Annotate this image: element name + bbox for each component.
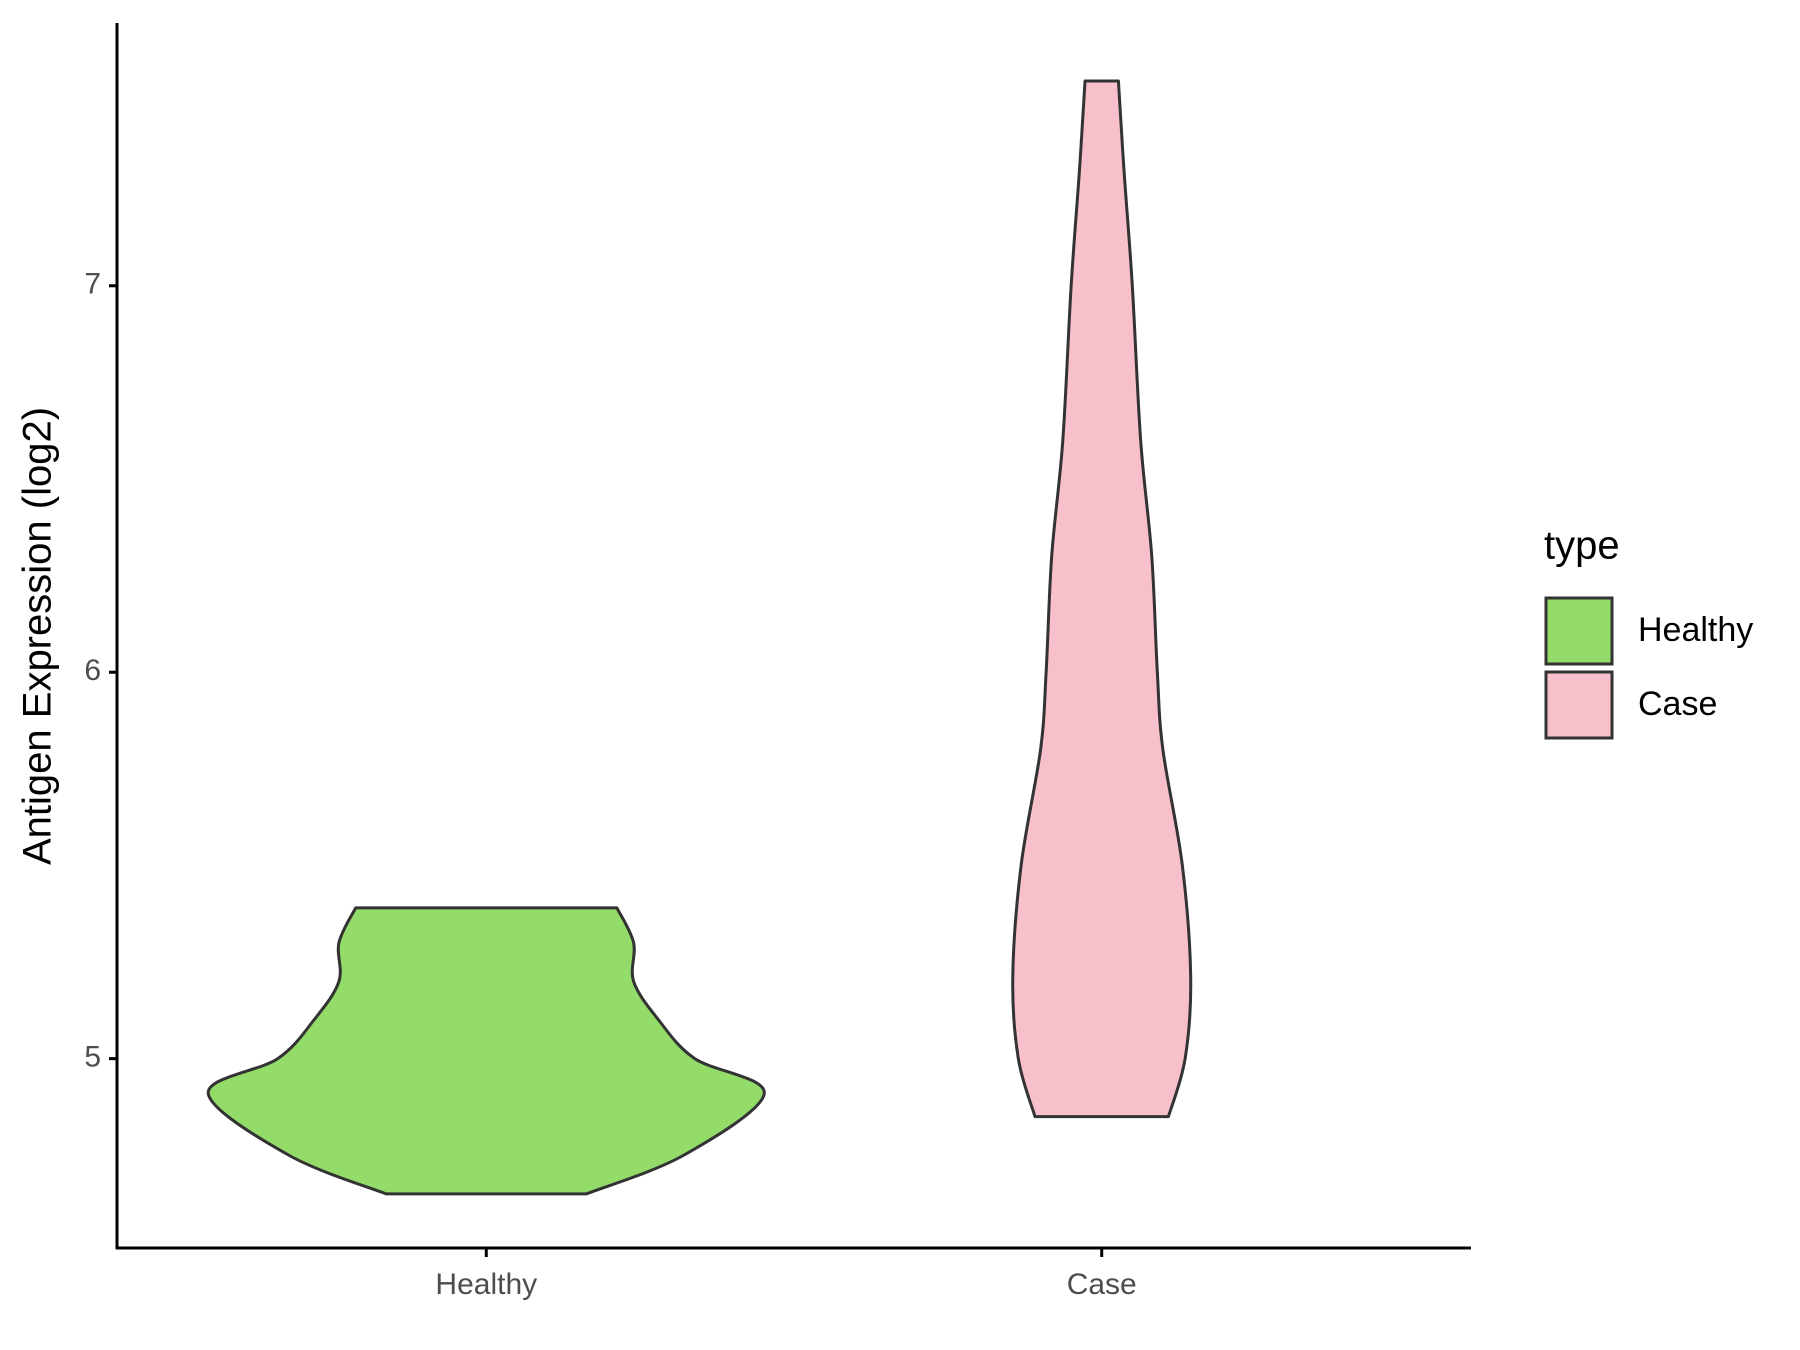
violin bbox=[1011, 79, 1193, 1119]
y-tick-label: 6 bbox=[84, 654, 101, 687]
y-tick-label: 5 bbox=[84, 1041, 101, 1074]
x-tick-label: Healthy bbox=[435, 1268, 537, 1301]
legend-title: type bbox=[1544, 524, 1620, 568]
legend-label: Healthy bbox=[1638, 611, 1753, 649]
x-tick-label: Case bbox=[1067, 1268, 1137, 1301]
y-tick-label: 7 bbox=[84, 268, 101, 301]
legend-key bbox=[1544, 596, 1614, 666]
y-axis-title: Antigen Expression (log2) bbox=[16, 407, 60, 865]
legend-label: Case bbox=[1638, 685, 1717, 723]
legend-key bbox=[1544, 670, 1614, 740]
violin bbox=[206, 906, 766, 1196]
